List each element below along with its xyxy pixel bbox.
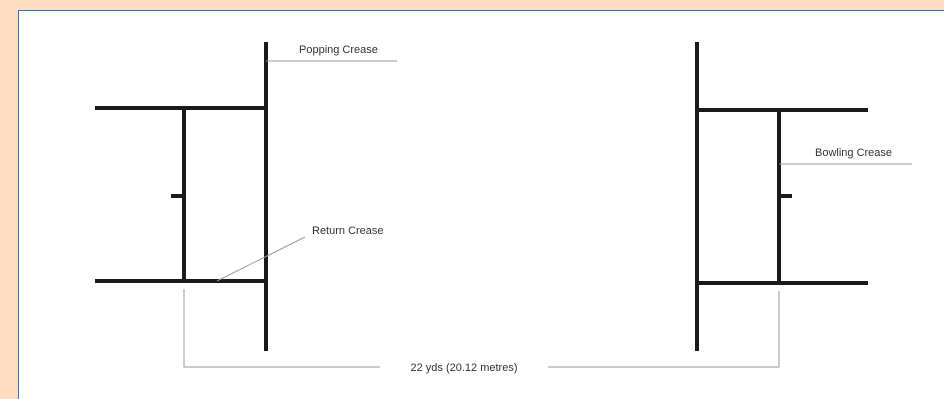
popping-crease-label: Popping Crease <box>299 44 378 56</box>
right-crease-set <box>695 42 868 351</box>
left-crease-set <box>95 42 268 351</box>
leader-lines <box>183 60 912 368</box>
return-crease-label: Return Crease <box>312 225 384 237</box>
diagram-panel <box>18 10 944 399</box>
distance-label: 22 yds (20.12 metres) <box>411 362 518 374</box>
distance-bracket-line <box>183 289 380 368</box>
return-crease-leader <box>216 236 306 282</box>
bowling-crease-label: Bowling Crease <box>815 147 892 159</box>
distance-bracket-line-right <box>548 291 780 368</box>
